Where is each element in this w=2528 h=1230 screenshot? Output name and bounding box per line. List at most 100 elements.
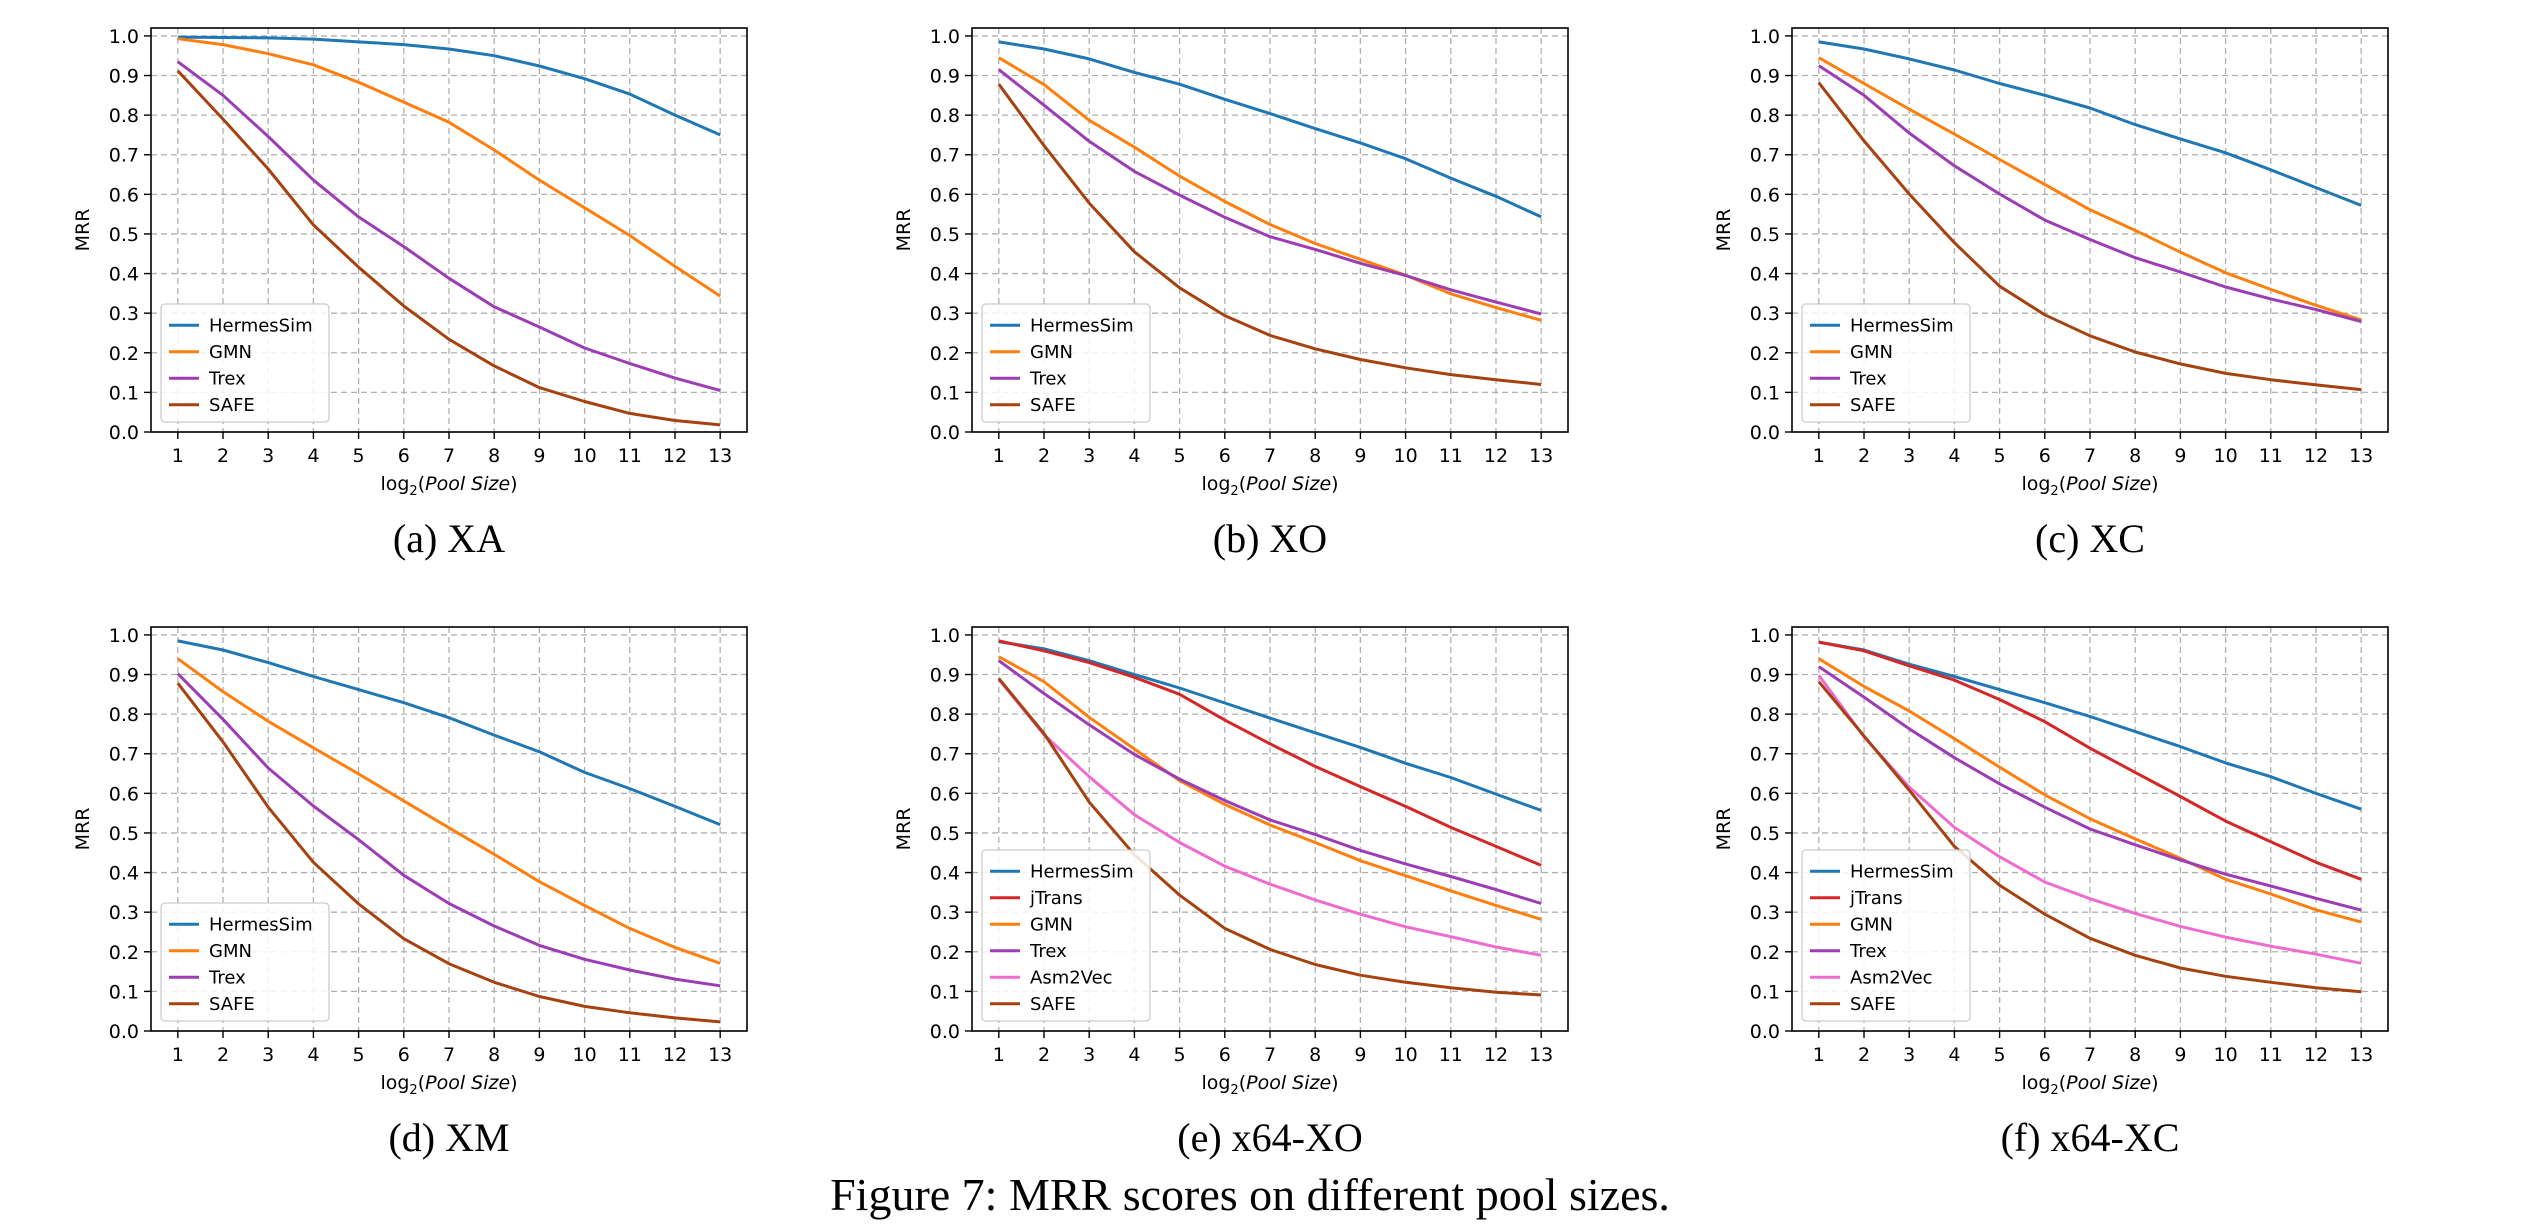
y-tick-label: 0.6 [109, 783, 139, 805]
x-tick-label: 10 [2213, 445, 2237, 467]
y-tick-label: 0.9 [109, 665, 139, 687]
chart-panel: 0.00.10.20.30.40.50.60.70.80.91.01 2 3 4 5 6 7… [72, 26, 748, 561]
series-line-gmn [177, 37, 722, 298]
series-line-safe [997, 83, 1542, 386]
series-line-safe [1817, 81, 2362, 392]
y-tick-label: 0.4 [930, 863, 960, 885]
legend-box [1801, 303, 1971, 423]
series-line-trex [1817, 64, 2362, 323]
legend-label: GMN [209, 941, 252, 962]
legend-label: SAFE [209, 395, 255, 416]
y-tick-label: 0.4 [109, 863, 139, 885]
series-line-gmn [998, 56, 1542, 322]
series-line-gmn [1818, 56, 2362, 322]
x-tick-label: 1 [1813, 445, 1825, 467]
y-tick-label: 1.0 [930, 625, 960, 647]
x-tick-label: 3 [262, 445, 274, 467]
x-tick-label: 12 [1484, 1044, 1508, 1066]
y-tick-label: 0.1 [930, 981, 960, 1003]
y-tick-label: 0.5 [109, 823, 139, 845]
x-tick-label: 13 [1529, 1044, 1553, 1066]
y-tick-label: 0.9 [109, 66, 139, 88]
y-tick-label: 0.4 [1750, 264, 1780, 286]
legend-label: HermesSim [1030, 315, 1134, 336]
y-tick-label: 0.3 [930, 902, 960, 924]
x-tick-label: 6 [1219, 1044, 1231, 1066]
x-tick-label: 10 [2213, 1044, 2237, 1066]
series-line-gmn [1818, 657, 2362, 924]
y-tick-label: 0.8 [1750, 704, 1780, 726]
x-tick-label: 13 [708, 1044, 732, 1066]
x-tick-label: 5 [353, 445, 365, 467]
legend-label: Trex [208, 368, 246, 389]
x-axis-label: log2(Pool Size) [380, 473, 517, 499]
y-tick-label: 0.2 [109, 942, 139, 964]
legend-label: GMN [209, 342, 252, 363]
y-axis-label: MRR [1713, 209, 1735, 252]
y-tick-label: 0.1 [109, 981, 139, 1003]
x-tick-label: 4 [1948, 1044, 1960, 1066]
x-tick-label: 6 [2039, 445, 2051, 467]
x-tick-label: 8 [488, 1044, 500, 1066]
y-tick-label: 1.0 [109, 625, 139, 647]
x-tick-label: 4 [307, 1044, 319, 1066]
series-line-hermessim [1818, 640, 2362, 811]
series-line-trex [997, 659, 1542, 905]
y-tick-label: 0.1 [1750, 981, 1780, 1003]
y-tick-label: 1.0 [109, 26, 139, 48]
x-tick-label: 7 [2084, 445, 2096, 467]
x-tick-label: 8 [1309, 445, 1321, 467]
y-tick-label: 1.0 [930, 26, 960, 48]
y-tick-label: 0.0 [1750, 422, 1780, 444]
x-tick-label: 6 [1219, 445, 1231, 467]
x-tick-label: 1 [172, 445, 184, 467]
y-tick-label: 0.5 [109, 224, 139, 246]
x-tick-label: 9 [533, 1044, 545, 1066]
series-line-hermessim [998, 40, 1542, 219]
x-axis-label: log2(Pool Size) [380, 1072, 517, 1098]
x-axis-label: log2(Pool Size) [1201, 473, 1338, 499]
x-tick-label: 13 [1529, 445, 1553, 467]
x-tick-label: 11 [1439, 1044, 1463, 1066]
x-tick-label: 6 [2039, 1044, 2051, 1066]
series-line-gmn [176, 657, 721, 965]
x-tick-label: 10 [1393, 445, 1417, 467]
series-line-trex [176, 60, 721, 392]
y-tick-label: 0.3 [930, 303, 960, 325]
legend-label: SAFE [1850, 395, 1896, 416]
x-tick-label: 4 [1128, 445, 1140, 467]
y-tick-label: 0.2 [930, 942, 960, 964]
y-tick-label: 0.7 [930, 744, 960, 766]
y-tick-label: 0.8 [930, 105, 960, 127]
series-line-asm2vec [1817, 674, 2362, 965]
y-tick-label: 0.7 [109, 744, 139, 766]
x-tick-label: 1 [993, 445, 1005, 467]
x-tick-label: 1 [993, 1044, 1005, 1066]
legend-box [981, 303, 1151, 423]
series-line-hermessim [177, 639, 721, 826]
series-line-safe [997, 677, 1542, 997]
x-tick-label: 3 [262, 1044, 274, 1066]
series-line-safe [176, 682, 721, 1024]
y-tick-label: 0.4 [1750, 863, 1780, 885]
x-tick-label: 11 [618, 445, 642, 467]
y-tick-label: 0.2 [109, 343, 139, 365]
x-tick-label: 9 [1354, 1044, 1366, 1066]
x-tick-label: 11 [2259, 445, 2283, 467]
chart-panel: 0.00.10.20.30.40.50.60.70.80.91.01 2 3 4 5 6 7… [72, 625, 748, 1160]
chart-panel: 0.00.10.20.30.40.50.60.70.80.91.01 2 3 4 5 6 7… [1713, 26, 2389, 561]
series-line-jtrans [998, 639, 1542, 867]
series-line-hermessim [1818, 40, 2362, 207]
x-tick-label: 13 [2349, 445, 2373, 467]
subfigure-caption: (a) XA [393, 516, 505, 561]
series-line-gmn [998, 655, 1542, 921]
y-tick-label: 0.6 [1750, 184, 1780, 206]
series-line-asm2vec [997, 678, 1542, 957]
legend-box [1801, 849, 1971, 1022]
x-tick-label: 10 [572, 1044, 596, 1066]
x-tick-label: 5 [1174, 445, 1186, 467]
x-tick-label: 13 [708, 445, 732, 467]
y-tick-label: 0.0 [109, 422, 139, 444]
y-tick-label: 0.3 [1750, 303, 1780, 325]
y-tick-label: 0.7 [930, 145, 960, 167]
